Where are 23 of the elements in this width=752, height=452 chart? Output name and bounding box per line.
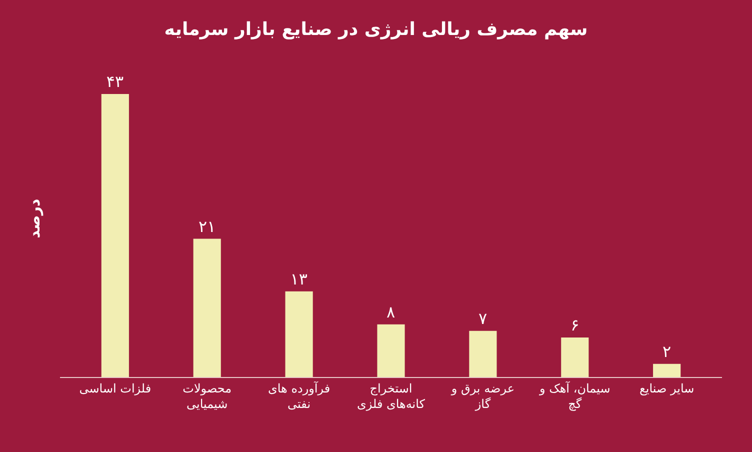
data-label: ۲۱: [198, 216, 216, 236]
bar: [101, 94, 129, 377]
x-tick-label: استخراج کانه‌های فلزی: [356, 381, 426, 411]
bar: [193, 238, 221, 377]
x-tick-label: فلزات اساسی: [79, 381, 152, 396]
data-label: ۷: [478, 308, 488, 328]
bar: [285, 291, 313, 377]
data-label: ۲: [662, 342, 672, 361]
x-tick-label: محصولات شیمیایی: [182, 381, 232, 411]
x-tick-label: سایر صنایع: [639, 381, 694, 396]
x-tick-label: سیمان، آهک و گچ: [538, 380, 610, 411]
data-label: ۶: [570, 316, 580, 335]
data-label: ۴۳: [106, 72, 124, 91]
data-label: ۱۳: [290, 269, 308, 288]
data-label: ۸: [386, 302, 396, 322]
bar: [653, 364, 681, 377]
y-axis-title: درصد: [25, 198, 44, 238]
x-tick-label: عرضه برق و گاز: [450, 381, 514, 411]
bar: [561, 338, 589, 377]
x-tick-label: فرآورده های نفتی: [268, 380, 330, 411]
bar: [377, 324, 405, 377]
bar: [469, 330, 497, 377]
chart-title: سهم مصرف ریالی انرژی در صنایع بازار سرمایه: [164, 19, 588, 40]
